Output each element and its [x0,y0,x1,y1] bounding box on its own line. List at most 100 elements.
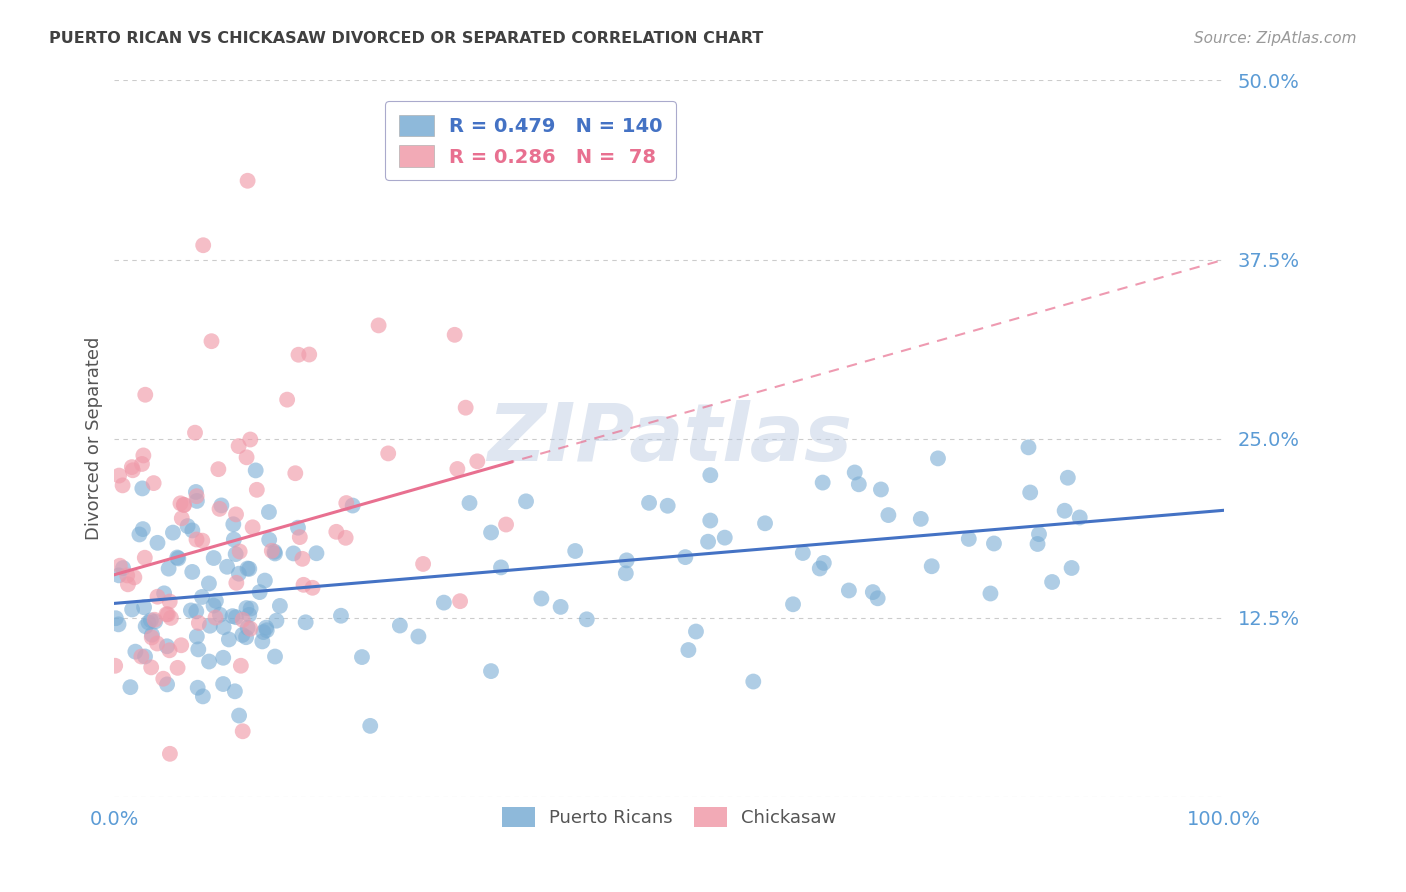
Point [193,238,215,252]
Point [252,625,274,640]
Point [495,517,517,532]
Point [449,594,471,608]
Point [1026,537,1049,551]
Point [186,494,208,508]
Point [742,674,765,689]
Point [862,585,884,599]
Point [284,467,307,481]
Point [264,546,287,560]
Point [257,505,280,519]
Text: PUERTO RICAN VS CHICKASAW DIVORCED OR SEPARATED CORRELATION CHART: PUERTO RICAN VS CHICKASAW DIVORCED OR SE… [49,31,763,46]
Point [146,636,169,650]
Point [287,348,309,362]
Point [156,677,179,691]
Point [235,601,257,615]
Point [225,575,247,590]
Point [236,621,259,635]
Point [713,531,735,545]
Point [184,425,207,440]
Point [249,585,271,599]
Point [231,628,253,642]
Point [367,318,389,333]
Point [200,334,222,349]
Point [212,677,235,691]
Point [198,655,221,669]
Point [141,628,163,642]
Point [221,609,243,624]
Point [252,634,274,648]
Point [173,498,195,512]
Point [446,462,468,476]
Point [515,494,537,508]
Point [238,607,260,622]
Point [155,607,177,622]
Point [186,533,208,547]
Point [107,617,129,632]
Text: ZIPatlas: ZIPatlas [486,400,852,477]
Point [166,661,188,675]
Point [186,604,208,618]
Point [479,664,502,678]
Point [443,327,465,342]
Point [225,508,247,522]
Point [212,620,235,634]
Point [157,561,180,575]
Point [870,483,893,497]
Point [117,577,139,591]
Point [181,565,204,579]
Point [245,463,267,477]
Point [454,401,477,415]
Point [957,532,980,546]
Point [128,527,150,541]
Point [153,586,176,600]
Point [132,449,155,463]
Point [209,499,232,513]
Point [335,496,357,510]
Point [699,468,721,483]
Point [257,533,280,547]
Y-axis label: Divorced or Separated: Divorced or Separated [86,337,103,541]
Point [212,650,235,665]
Point [198,576,221,591]
Text: Source: ZipAtlas.com: Source: ZipAtlas.com [1194,31,1357,46]
Point [159,643,181,657]
Point [204,610,226,624]
Point [1040,574,1063,589]
Point [111,478,134,492]
Point [269,599,291,613]
Point [207,462,229,476]
Point [222,517,245,532]
Point [239,622,262,636]
Point [550,599,572,614]
Point [501,145,523,160]
Point [325,524,347,539]
Point [228,566,250,581]
Point [167,551,190,566]
Point [254,621,277,635]
Point [143,615,166,629]
Point [104,611,127,625]
Point [115,568,138,582]
Point [264,649,287,664]
Point [225,547,247,561]
Point [159,747,181,761]
Point [143,613,166,627]
Point [138,615,160,630]
Point [156,640,179,654]
Point [288,530,311,544]
Point [131,457,153,471]
Point [217,559,239,574]
Point [186,489,208,503]
Point [412,557,434,571]
Point [104,658,127,673]
Point [131,482,153,496]
Point [408,630,430,644]
Point [141,631,163,645]
Point [162,525,184,540]
Point [135,619,157,633]
Point [927,451,949,466]
Point [108,558,131,573]
Point [228,544,250,558]
Point [638,496,661,510]
Point [1017,441,1039,455]
